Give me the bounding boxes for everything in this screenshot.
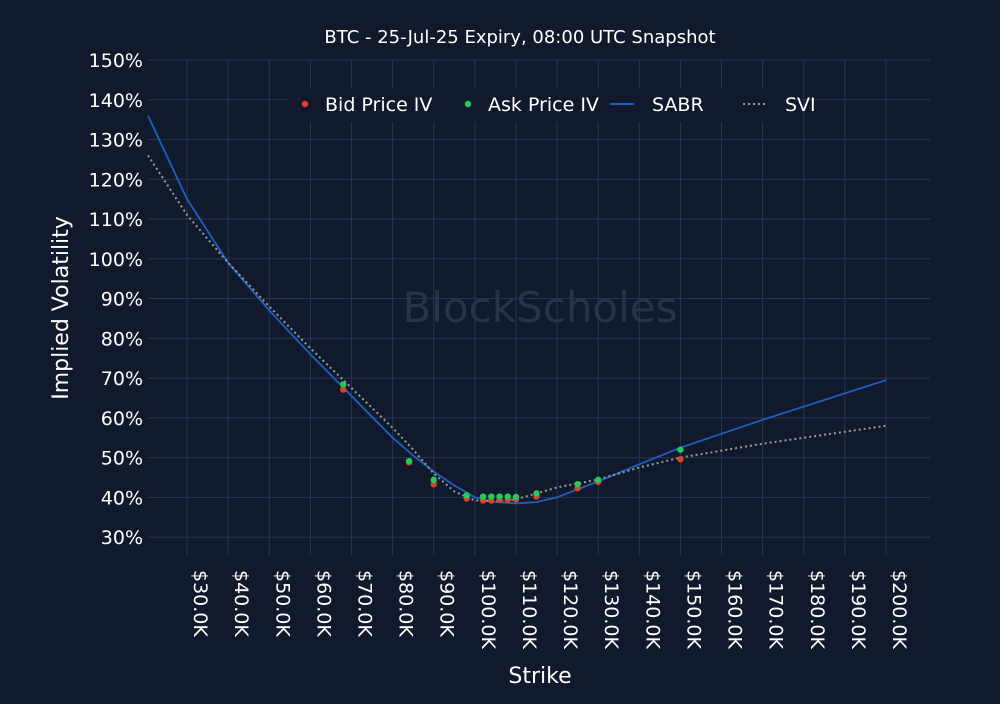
- series-lines: [147, 115, 887, 505]
- x-tick-label: $110.0K: [518, 570, 540, 649]
- y-tick-label: 40%: [101, 487, 143, 509]
- y-tick-label: 80%: [101, 328, 143, 350]
- ask-price-iv-point: [504, 493, 511, 500]
- y-tick-label: 100%: [89, 249, 143, 271]
- x-tick-label: $30.0K: [189, 570, 211, 637]
- ask-price-iv-point: [430, 476, 437, 484]
- ask-price-iv-point: [488, 493, 495, 500]
- ask-price-iv-point: [533, 490, 540, 497]
- y-tick-label: 130%: [89, 130, 143, 152]
- ask-price-iv-point: [677, 446, 684, 453]
- y-tick-label: 60%: [101, 408, 143, 430]
- chart-title: BTC - 25-Jul-25 Expiry, 08:00 UTC Snapsh…: [324, 27, 715, 48]
- y-tick-label: 50%: [101, 448, 143, 470]
- legend: Bid Price IV Ask Price IV SABR SVI: [288, 88, 816, 122]
- ask-price-iv-point: [574, 481, 581, 488]
- x-tick-label: $120.0K: [559, 570, 581, 649]
- ask-price-iv-point: [463, 492, 470, 499]
- x-tick-label: $160.0K: [724, 570, 746, 649]
- x-tick-label: $70.0K: [354, 570, 376, 637]
- x-tick-label: $90.0K: [436, 570, 458, 637]
- legend-marker: [464, 100, 472, 108]
- legend-marker: [301, 100, 309, 108]
- sabr-curve: [147, 115, 887, 505]
- x-tick-label: $60.0K: [312, 570, 334, 637]
- x-tick-label: $180.0K: [806, 570, 828, 649]
- x-tick-label: $50.0K: [271, 570, 293, 637]
- bid-price-iv-point: [677, 455, 684, 463]
- series-points: [340, 381, 684, 504]
- x-tick-label: $130.0K: [600, 570, 622, 649]
- y-tick-label: 120%: [89, 169, 143, 191]
- x-tick-label: $40.0K: [230, 570, 252, 637]
- y-tick-label: 150%: [89, 50, 143, 72]
- y-tick-label: 30%: [101, 527, 143, 549]
- x-tick-label: $190.0K: [847, 570, 869, 649]
- y-tick-label: 140%: [89, 90, 143, 112]
- y-tick-label: 70%: [101, 368, 143, 390]
- grid: [148, 59, 930, 555]
- ask-price-iv-point: [595, 476, 602, 484]
- x-tick-label: $200.0K: [888, 570, 910, 649]
- svi-curve: [147, 154, 887, 503]
- legend-label: Ask Price IV: [488, 94, 599, 116]
- ask-price-iv-point: [512, 493, 520, 501]
- x-tick-label: $100.0K: [477, 570, 499, 649]
- x-tick-label: $140.0K: [641, 570, 663, 649]
- y-axis-label: Implied Volatility: [49, 216, 74, 400]
- ask-price-iv-point: [340, 381, 347, 388]
- legend-label: SABR: [652, 94, 704, 116]
- ask-price-iv-point: [479, 493, 487, 500]
- x-tick-labels: $30.0K $40.0K $50.0K $60.0K $70.0K $80.0K $90.…: [189, 570, 910, 649]
- y-tick-label: 110%: [89, 209, 143, 231]
- ask-price-iv-point: [405, 457, 413, 465]
- x-tick-label: $80.0K: [395, 570, 417, 637]
- x-tick-label: $170.0K: [765, 570, 787, 649]
- legend-background: [288, 88, 796, 122]
- y-tick-label: 90%: [101, 289, 143, 311]
- y-tick-labels: 30% 40% 50% 60% 70% 80% 90% 100% 110% 120% 130% 140…: [89, 50, 143, 549]
- x-axis-label: Strike: [508, 664, 571, 689]
- bid-price-iv-point: [340, 386, 347, 393]
- legend-label: Bid Price IV: [325, 94, 432, 116]
- ask-price-iv-point: [496, 493, 503, 500]
- x-tick-label: $150.0K: [682, 570, 704, 649]
- bid-price-iv-point: [430, 481, 437, 488]
- legend-label: SVI: [785, 94, 816, 116]
- watermark: BlockScholes: [402, 283, 677, 332]
